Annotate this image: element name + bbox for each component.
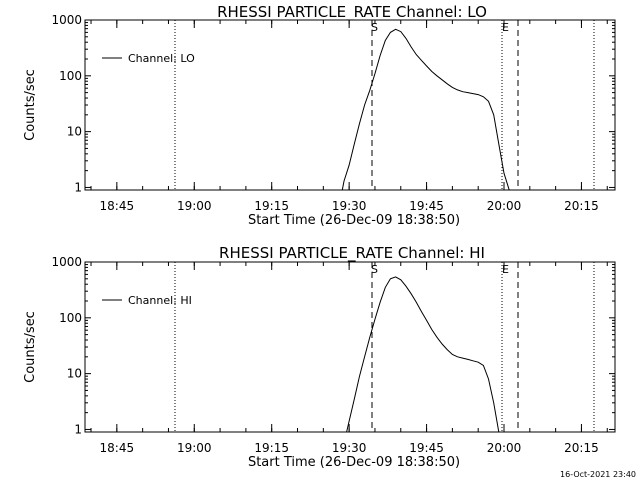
series-line	[346, 276, 500, 433]
y-tick-label: 100	[59, 311, 82, 325]
y-tick-label: 1	[74, 422, 82, 436]
x-tick-label: 18:45	[100, 199, 135, 213]
y-tick-label: 10	[67, 367, 82, 381]
x-tick-label: 20:00	[487, 199, 522, 213]
chart-title: RHESSI PARTICLE_RATE Channel: LO	[217, 3, 487, 22]
y-tick-label: 1000	[51, 255, 82, 269]
x-tick-label: 19:00	[177, 441, 212, 455]
x-tick-label: 20:00	[487, 441, 522, 455]
x-tick-label: 18:45	[100, 441, 135, 455]
panel-hi: RHESSI PARTICLE_RATE Channel: HI 1 10 100 10…	[23, 244, 616, 470]
x-tick-label: 20:15	[564, 441, 599, 455]
x-tick-label: 19:45	[409, 199, 444, 213]
legend-label: Channel: LO	[128, 52, 195, 65]
start-marker-label: S	[371, 21, 378, 34]
x-tick-label: 19:45	[409, 441, 444, 455]
x-tick-label: 19:30	[332, 199, 367, 213]
y-axis-label: Counts/sec	[23, 311, 38, 383]
panel-lo: RHESSI PARTICLE_RATE Channel: LO 1 10 100 10…	[23, 3, 616, 228]
y-tick-label: 10	[67, 125, 82, 139]
x-tick-label: 19:30	[332, 441, 367, 455]
x-tick-label: 20:15	[564, 199, 599, 213]
footer-timestamp: 16-Oct-2021 23:40	[560, 470, 636, 479]
chart-title: RHESSI PARTICLE_RATE Channel: HI	[219, 244, 485, 263]
y-axis-label: Counts/sec	[23, 69, 38, 141]
y-tick-label: 1	[74, 180, 82, 194]
y-tick-label: 1000	[51, 13, 82, 27]
series-line	[341, 28, 510, 191]
x-axis-label: Start Time (26-Dec-09 18:38:50)	[248, 213, 460, 228]
legend-label: Channel: HI	[128, 294, 192, 307]
x-tick-label: 19:00	[177, 199, 212, 213]
x-tick-label: 19:15	[254, 441, 289, 455]
end-marker-label: E	[502, 263, 509, 276]
y-tick-label: 100	[59, 69, 82, 83]
start-marker-label: S	[371, 263, 378, 276]
x-axis-label: Start Time (26-Dec-09 18:38:50)	[248, 455, 460, 470]
end-marker-label: E	[502, 21, 509, 34]
plot-frame	[84, 19, 616, 191]
plot-frame	[84, 261, 616, 433]
x-tick-label: 19:15	[254, 199, 289, 213]
